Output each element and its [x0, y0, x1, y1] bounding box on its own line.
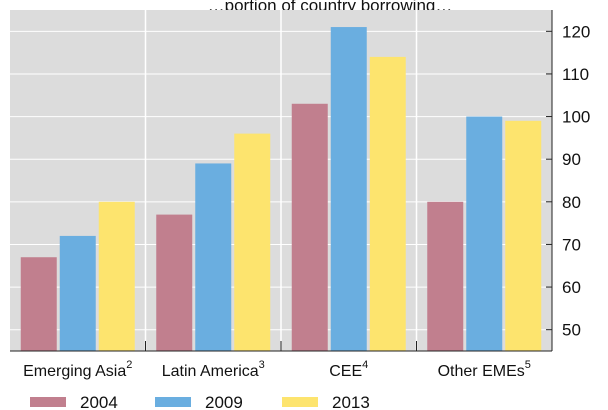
legend-label-2009: 2009 — [205, 393, 243, 410]
category-label: CEE4 — [329, 359, 368, 380]
bar-2013-emerging-asia — [98, 201, 135, 351]
bar-2013-latin-america — [234, 133, 271, 351]
y-tick-label: 120 — [562, 22, 590, 41]
category-label: Latin America3 — [162, 359, 265, 380]
y-tick-label: 70 — [562, 235, 581, 254]
y-axis-ticks: 50 60 70 80 90 100 110 120 — [546, 22, 590, 340]
category-label: Emerging Asia2 — [23, 359, 132, 380]
y-tick-label: 100 — [562, 108, 590, 127]
legend-swatch-2009 — [155, 397, 191, 407]
bars — [20, 27, 542, 352]
category-labels: Emerging Asia2 Latin America3 CEE4 Other EM… — [23, 359, 531, 380]
y-tick-label: 80 — [562, 193, 581, 212]
bar-2013-other-emes — [505, 120, 542, 351]
bar-2004-latin-america — [156, 214, 193, 351]
legend-swatch-2013 — [282, 397, 318, 407]
bar-2004-cee — [291, 103, 328, 352]
legend-label-2013: 2013 — [332, 393, 370, 410]
bar-2004-emerging-asia — [20, 257, 57, 351]
bar-2004-other-emes — [427, 201, 464, 351]
legend: 2004 2009 2013 — [30, 393, 370, 410]
bar-2009-emerging-asia — [59, 235, 96, 351]
y-tick-label: 60 — [562, 278, 581, 297]
y-tick-label: 90 — [562, 150, 581, 169]
legend-label-2004: 2004 — [80, 393, 118, 410]
axes — [10, 10, 553, 352]
bar-2009-other-emes — [466, 116, 503, 351]
category-label: Other EMEs5 — [438, 359, 531, 380]
y-tick-label: 110 — [562, 65, 589, 84]
legend-swatch-2004 — [30, 397, 66, 407]
bar-2009-latin-america — [195, 163, 232, 351]
bar-2009-cee — [330, 27, 367, 352]
bar-2013-cee — [369, 56, 406, 351]
y-tick-label: 50 — [562, 321, 581, 340]
